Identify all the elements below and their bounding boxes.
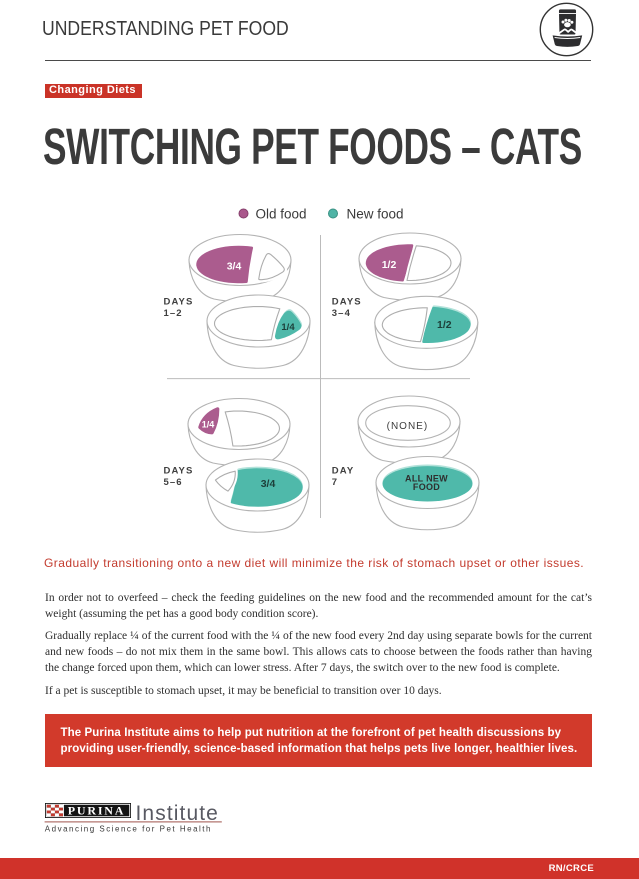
svg-text:Old food: Old food (256, 206, 307, 221)
svg-text:FOOD: FOOD (413, 482, 440, 492)
svg-text:3/4: 3/4 (227, 260, 242, 272)
svg-text:3–4: 3–4 (332, 308, 351, 319)
svg-text:(NONE): (NONE) (387, 421, 429, 432)
svg-text:1/2: 1/2 (382, 259, 397, 271)
svg-text:DAYS: DAYS (164, 466, 194, 477)
svg-text:New food: New food (347, 206, 404, 221)
svg-text:1/4: 1/4 (202, 420, 215, 430)
svg-text:1/2: 1/2 (437, 319, 452, 331)
svg-text:7: 7 (332, 477, 338, 488)
svg-text:DAY: DAY (332, 466, 355, 477)
svg-text:1–2: 1–2 (164, 308, 183, 319)
svg-text:Institute: Institute (136, 802, 219, 825)
svg-text:DAYS: DAYS (164, 297, 194, 308)
svg-text:DAYS: DAYS (332, 297, 362, 308)
svg-text:PURINA: PURINA (68, 804, 125, 818)
svg-text:3/4: 3/4 (261, 478, 276, 490)
svg-text:5–6: 5–6 (164, 477, 183, 488)
svg-text:ALL NEW: ALL NEW (405, 473, 448, 483)
svg-text:Advancing Science for Pet Heal: Advancing Science for Pet Health (45, 825, 212, 834)
svg-text:1/4: 1/4 (281, 322, 295, 333)
